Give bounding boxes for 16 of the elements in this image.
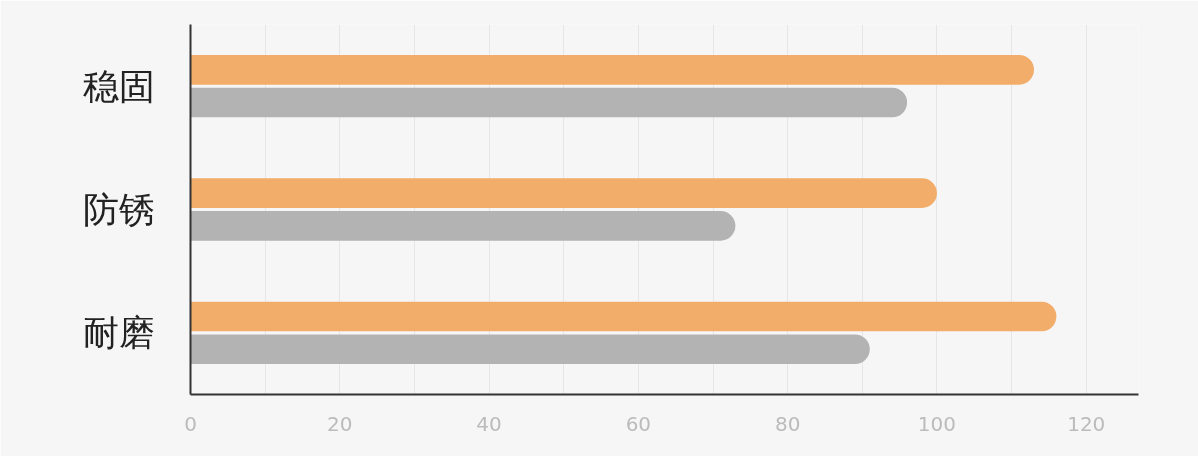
bar	[190, 211, 736, 241]
bar	[190, 301, 1057, 332]
x-tick-label: 60	[625, 411, 652, 436]
x-tick-label: 120	[1067, 411, 1106, 436]
bar	[190, 334, 870, 364]
bar	[190, 55, 1034, 85]
bar	[190, 178, 937, 208]
y-tick-label: 稳固	[82, 65, 155, 107]
x-tick-label: 0	[184, 411, 197, 436]
x-tick-label: 20	[327, 411, 353, 436]
x-tick-label: 100	[917, 411, 957, 436]
x-tick-label: 40	[476, 411, 502, 436]
x-tick-label: 80	[774, 411, 801, 436]
y-tick-label: 耐磨	[82, 312, 155, 354]
bar	[190, 87, 908, 118]
y-tick-label: 防锈	[82, 189, 155, 230]
